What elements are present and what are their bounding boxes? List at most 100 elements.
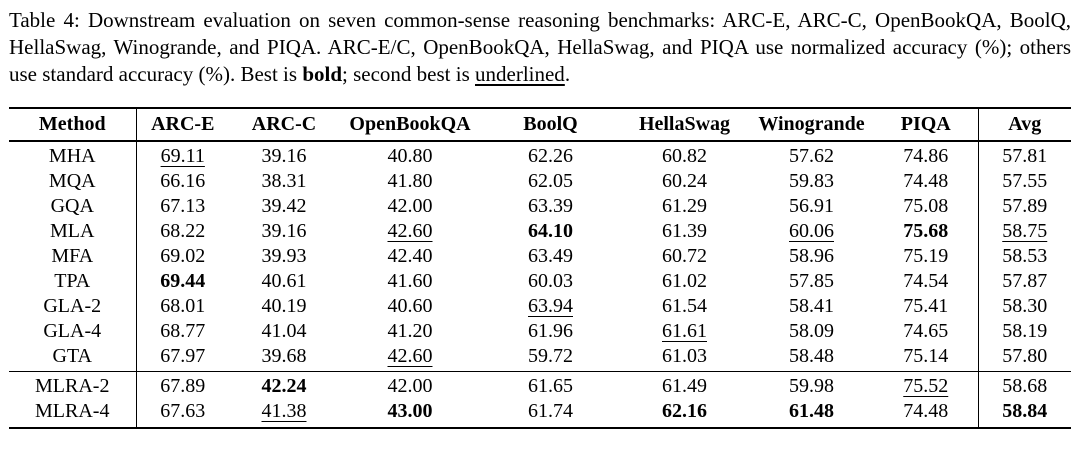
value-cell-gqa-hellaswag: 61.29 (620, 194, 749, 219)
value-cell-mla-arc-e: 68.22 (136, 219, 229, 244)
method-cell-mlra-2: MLRA-2 (9, 371, 137, 399)
value-text: 58.96 (789, 245, 834, 267)
value-cell-tpa-openbookqa: 41.60 (339, 269, 481, 294)
value-cell-gla-4-arc-c: 41.04 (229, 319, 339, 344)
value-text: 58.41 (789, 295, 834, 317)
value-cell-mlra-2-avg: 58.68 (977, 371, 1071, 399)
value-cell-mqa-boolq: 62.05 (481, 169, 620, 194)
value-text: 58.09 (789, 320, 834, 342)
value-cell-gla-4-arc-e: 68.77 (136, 319, 229, 344)
value-text: 67.89 (160, 375, 206, 397)
value-text: 68.22 (160, 220, 206, 242)
value-text: 57.89 (1002, 195, 1048, 217)
value-cell-gqa-openbookqa: 42.00 (339, 194, 481, 219)
value-text: 68.77 (160, 320, 206, 342)
value-cell-gla-2-winogrande: 58.41 (749, 294, 874, 319)
value-cell-gqa-boolq: 63.39 (481, 194, 620, 219)
value-cell-mlra-4-openbookqa: 43.00 (339, 399, 481, 428)
value-text: 60.82 (662, 145, 707, 167)
caption-underline-text: underlined (475, 62, 565, 86)
value-text: 58.68 (1002, 375, 1048, 397)
header-cell-arc-c: ARC-C (251, 113, 317, 135)
value-cell-mfa-openbookqa: 42.40 (339, 244, 481, 269)
value-text: 61.74 (528, 400, 573, 422)
value-text: 42.00 (387, 375, 433, 397)
value-cell-tpa-piqa: 74.54 (874, 269, 978, 294)
value-text: 61.29 (662, 195, 707, 217)
value-text: 41.80 (387, 170, 433, 192)
value-text: 63.49 (528, 245, 573, 267)
value-text: 58.19 (1002, 320, 1048, 342)
value-cell-gqa-avg: 57.89 (977, 194, 1071, 219)
value-cell-gta-avg: 57.80 (977, 344, 1071, 372)
value-cell-mlra-2-boolq: 61.65 (481, 372, 620, 400)
method-cell-mha: MHA (9, 141, 137, 169)
method-cell-mlra-4: MLRA-4 (9, 399, 137, 428)
value-cell-mfa-hellaswag: 60.72 (620, 244, 749, 269)
value-cell-mla-avg: 58.75 (977, 219, 1071, 244)
value-text: 39.93 (261, 245, 307, 267)
header-cell-winogrande: Winogrande (758, 113, 865, 135)
value-cell-tpa-winogrande: 57.85 (749, 269, 874, 294)
value-text: 75.08 (903, 195, 949, 217)
value-cell-mlra-4-winogrande: 61.48 (749, 399, 874, 428)
value-cell-mlra-2-hellaswag: 61.49 (620, 372, 749, 400)
value-cell-mlra-4-arc-e: 67.63 (136, 399, 229, 428)
table-row-mfa: MFA 69.02 39.93 42.40 63.49 60.72 58.96 75.19 58… (9, 244, 1071, 269)
value-text: 69.11 (160, 145, 205, 167)
method-cell-gla-4: GLA-4 (9, 319, 137, 344)
method-cell-gqa: GQA (9, 194, 137, 219)
header-row: Method ARC-E ARC-C OpenBookQA BoolQ HellaSwag… (9, 108, 1071, 141)
value-cell-mla-boolq: 64.10 (481, 219, 620, 244)
value-text: 61.02 (662, 270, 707, 292)
table-row-mlra-4: MLRA-4 67.63 41.38 43.00 61.74 62.16 61.48 74.4… (9, 399, 1071, 428)
value-text: 39.68 (261, 345, 307, 367)
value-text: 61.39 (662, 220, 707, 242)
value-text: 43.00 (387, 400, 433, 422)
header-cell-method: Method (9, 108, 137, 141)
value-text: 61.61 (662, 320, 707, 342)
value-text: 42.40 (387, 245, 433, 267)
value-cell-mqa-openbookqa: 41.80 (339, 169, 481, 194)
value-text: 40.19 (261, 295, 307, 317)
value-text: 67.13 (160, 195, 206, 217)
value-text: 58.84 (1002, 400, 1048, 422)
value-cell-mha-arc-c: 39.16 (229, 141, 339, 169)
value-cell-mha-winogrande: 57.62 (749, 141, 874, 169)
method-cell-gla-2: GLA-2 (9, 294, 137, 319)
table-group-2: MLRA-2 67.89 42.24 42.00 61.65 61.49 59.98 75.5… (9, 371, 1071, 428)
value-cell-mfa-winogrande: 58.96 (749, 244, 874, 269)
value-cell-gqa-winogrande: 56.91 (749, 194, 874, 219)
value-cell-mfa-arc-e: 69.02 (136, 244, 229, 269)
header-cell-hellaswag: HellaSwag (638, 113, 731, 135)
value-text: 58.53 (1002, 245, 1048, 267)
table-row-gta: GTA 67.97 39.68 42.60 59.72 61.03 58.48 75.14 57… (9, 344, 1071, 372)
value-cell-mla-arc-c: 39.16 (229, 219, 339, 244)
value-text: 66.16 (160, 170, 206, 192)
value-text: 75.68 (903, 220, 949, 242)
value-text: 58.30 (1002, 295, 1048, 317)
value-cell-mla-winogrande: 60.06 (749, 219, 874, 244)
value-cell-mlra-2-arc-e: 67.89 (136, 372, 229, 400)
value-text: 75.19 (903, 245, 949, 267)
value-text: 74.54 (903, 270, 949, 292)
method-cell-gta: GTA (9, 344, 137, 372)
method-cell-mla: MLA (9, 219, 137, 244)
caption-text: Table 4: Downstream evaluation on seven … (9, 8, 1071, 86)
value-text: 60.03 (528, 270, 573, 292)
header-cell-avg: Avg (977, 108, 1071, 141)
value-cell-tpa-arc-c: 40.61 (229, 269, 339, 294)
value-text: 62.16 (662, 400, 707, 422)
value-text: 41.38 (261, 400, 307, 422)
value-text: 67.97 (160, 345, 206, 367)
value-cell-gla-4-boolq: 61.96 (481, 319, 620, 344)
method-cell-mqa: MQA (9, 169, 137, 194)
value-cell-mlra-4-piqa: 74.48 (874, 399, 978, 428)
table-row-gla-2: GLA-2 68.01 40.19 40.60 63.94 61.54 58.41 75.41… (9, 294, 1071, 319)
paper-page: Table 4: Downstream evaluation on seven … (9, 8, 1071, 429)
value-cell-tpa-avg: 57.87 (977, 269, 1071, 294)
value-text: 58.75 (1002, 220, 1048, 242)
value-cell-mqa-avg: 57.55 (977, 169, 1071, 194)
value-text: 59.83 (789, 170, 834, 192)
value-text: 41.20 (387, 320, 433, 342)
